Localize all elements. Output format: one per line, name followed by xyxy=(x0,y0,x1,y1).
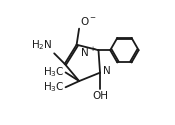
Text: N$^+$: N$^+$ xyxy=(80,46,96,59)
Text: H$_2$N: H$_2$N xyxy=(31,38,53,52)
Text: H$_3$C: H$_3$C xyxy=(43,66,64,79)
Text: H$_3$C: H$_3$C xyxy=(43,80,64,94)
Text: OH: OH xyxy=(92,91,108,101)
Text: N: N xyxy=(103,66,110,76)
Text: O$^-$: O$^-$ xyxy=(80,15,97,27)
